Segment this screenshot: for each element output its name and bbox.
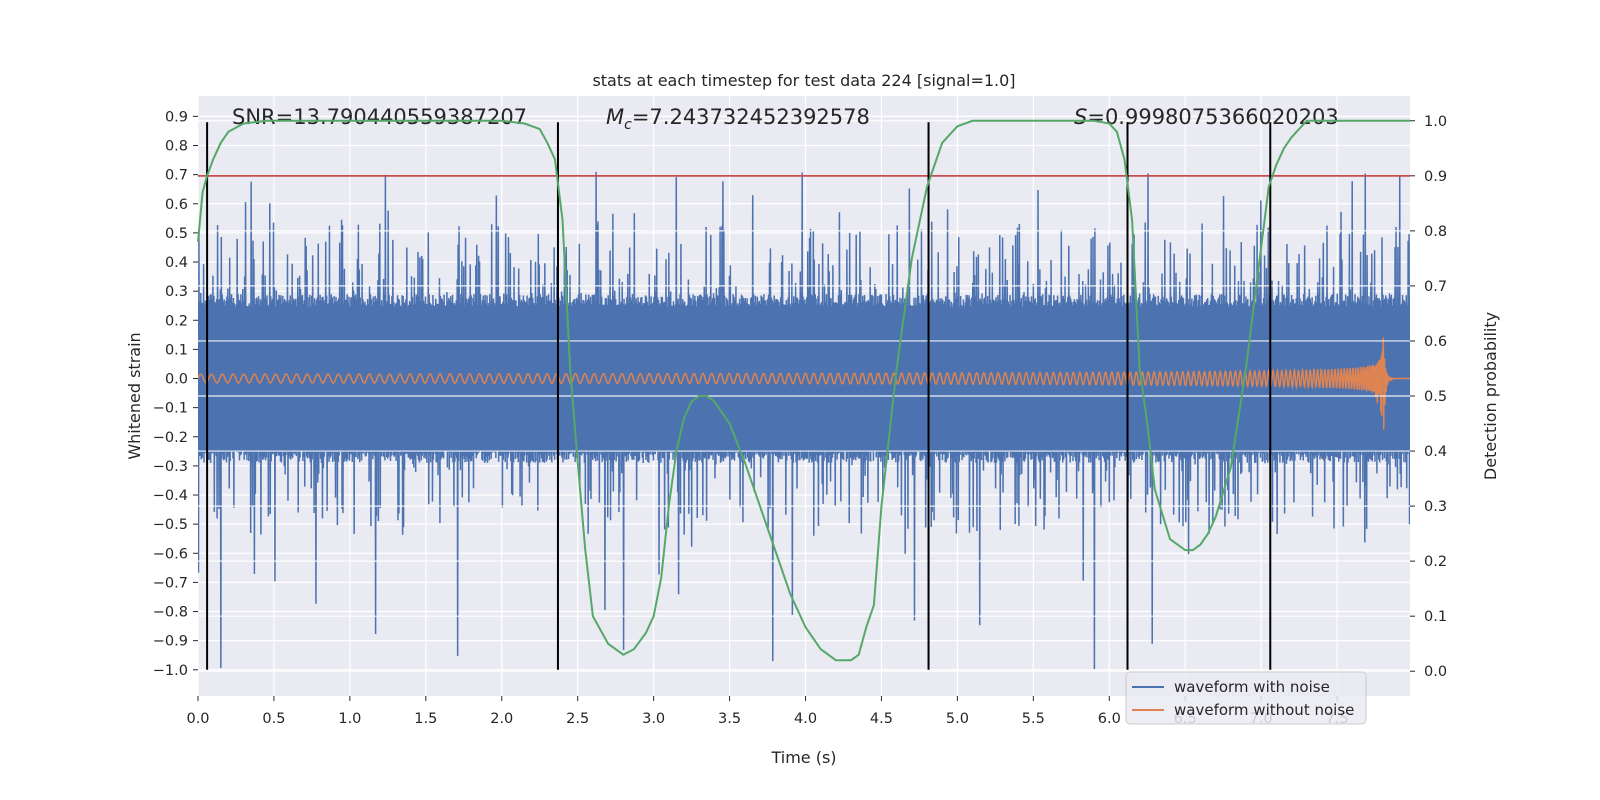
chirp-mass-value: =7.243732452392578 bbox=[632, 105, 870, 129]
plot-series bbox=[198, 171, 1410, 670]
x-tick-label: 2.5 bbox=[566, 711, 589, 727]
y2-axis-label: Detection probability bbox=[1481, 312, 1500, 480]
legend-label-clean: waveform without noise bbox=[1174, 701, 1354, 719]
y-tick-label: 0.6 bbox=[165, 197, 188, 213]
detection-probability-line bbox=[197, 119, 1410, 662]
y-tick-label: −0.4 bbox=[153, 488, 188, 504]
y-tick-label: 0.7 bbox=[165, 168, 188, 184]
noisy-waveform-line bbox=[198, 171, 1410, 670]
s-value: =0.9998075366020203 bbox=[1087, 105, 1338, 129]
y2-tick-label: 0.3 bbox=[1424, 499, 1447, 515]
y-axis-ticks: 0.9 0.8 0.7 0.6 0.5 0.4 0.3 0.2 0.1 0.0 −0.1 −0.2 −0… bbox=[153, 109, 198, 679]
legend: waveform with noise waveform without noi… bbox=[1125, 671, 1367, 725]
x-tick-label: 1.0 bbox=[338, 711, 361, 727]
snr-annotation: SNR=13.790440559387207 bbox=[232, 105, 527, 129]
y2-tick-label: 0.2 bbox=[1424, 554, 1447, 570]
y-tick-label: 0.0 bbox=[165, 372, 188, 388]
chirp-mass-subscript: c bbox=[624, 117, 632, 133]
y-tick-label: −0.9 bbox=[153, 634, 188, 650]
y2-tick-label: 0.1 bbox=[1424, 609, 1447, 625]
y-tick-label: −0.7 bbox=[153, 575, 188, 591]
legend-box bbox=[1125, 671, 1367, 725]
x-tick-label: 3.0 bbox=[642, 711, 665, 727]
y-tick-label: −0.5 bbox=[153, 517, 188, 533]
x-tick-label: 1.5 bbox=[414, 711, 437, 727]
x-tick-label: 3.5 bbox=[718, 711, 741, 727]
y-tick-label: 0.4 bbox=[165, 255, 188, 271]
chirp-mass-symbol: M bbox=[606, 105, 624, 129]
y2-axis-ticks: 1.0 0.9 0.8 0.7 0.6 0.5 0.4 0.3 0.2 0.1 0.0 bbox=[1410, 114, 1447, 680]
y2-tick-label: 0.5 bbox=[1424, 389, 1447, 405]
x-tick-label: 2.0 bbox=[490, 711, 513, 727]
y-tick-label: 0.2 bbox=[165, 313, 188, 329]
y-tick-label: −0.2 bbox=[153, 430, 188, 446]
y2-tick-label: 1.0 bbox=[1424, 114, 1447, 130]
y-tick-label: −1.0 bbox=[153, 663, 188, 679]
x-axis-label: Time (s) bbox=[770, 748, 836, 767]
chart-title: stats at each timestep for test data 224… bbox=[592, 71, 1015, 90]
x-tick-label: 4.0 bbox=[794, 711, 817, 727]
legend-label-noise: waveform with noise bbox=[1174, 678, 1330, 696]
x-tick-label: 4.5 bbox=[870, 711, 893, 727]
s-annotation: S=0.9998075366020203 bbox=[1074, 105, 1339, 129]
y-tick-label: −0.8 bbox=[153, 605, 188, 621]
clean-waveform-line bbox=[198, 337, 1410, 430]
s-symbol: S bbox=[1074, 105, 1087, 129]
x-tick-label: 5.0 bbox=[946, 711, 969, 727]
chirp-mass-annotation: Mc=7.243732452392578 bbox=[606, 105, 870, 133]
y-tick-label: 0.5 bbox=[165, 226, 188, 242]
x-tick-label: 0.5 bbox=[262, 711, 285, 727]
y-tick-label: 0.1 bbox=[165, 342, 188, 358]
y-tick-label: −0.1 bbox=[153, 401, 188, 417]
x-tick-label: 6.0 bbox=[1098, 711, 1121, 727]
y2-tick-label: 0.8 bbox=[1424, 224, 1447, 240]
y-tick-label: 0.8 bbox=[165, 139, 188, 155]
y-tick-label: −0.6 bbox=[153, 546, 188, 562]
y2-tick-label: 0.0 bbox=[1424, 664, 1447, 680]
y-tick-label: 0.9 bbox=[165, 109, 188, 125]
y2-tick-label: 0.9 bbox=[1424, 169, 1447, 185]
y2-tick-label: 0.7 bbox=[1424, 279, 1447, 295]
x-tick-label: 0.0 bbox=[186, 711, 209, 727]
y-axis-label: Whitened strain bbox=[125, 332, 144, 459]
y2-tick-label: 0.6 bbox=[1424, 334, 1447, 350]
x-tick-label: 5.5 bbox=[1022, 711, 1045, 727]
y-tick-label: 0.3 bbox=[165, 284, 188, 300]
y-tick-label: −0.3 bbox=[153, 459, 188, 475]
y2-tick-label: 0.4 bbox=[1424, 444, 1447, 460]
